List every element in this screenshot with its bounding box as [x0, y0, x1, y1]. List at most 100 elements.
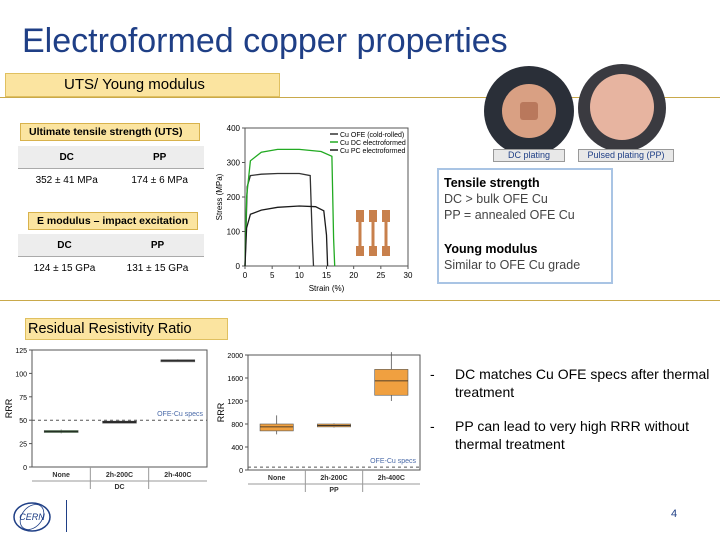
specimen-photo	[358, 222, 362, 246]
specimen-photo	[384, 222, 388, 246]
y-tick-label: 0	[23, 465, 27, 472]
series-line	[244, 148, 336, 267]
bullet-dash: -	[430, 366, 435, 382]
spec-label: OFE-Cu specs	[157, 411, 203, 418]
y-tick-label: 0	[239, 468, 243, 475]
y-tick-label: 1200	[227, 399, 243, 406]
young-title: Young modulus	[444, 242, 538, 256]
y-tick-label: 300	[227, 159, 241, 168]
y-tick-label: 0	[236, 262, 241, 271]
specimen-photo	[371, 222, 375, 246]
slide-title: Electroformed copper properties	[22, 22, 508, 60]
specimen-photo	[382, 210, 390, 222]
y-tick-label: 75	[19, 395, 27, 402]
tensile-line-1: DC > bulk OFE Cu	[444, 192, 548, 206]
conclusion-item: - DC matches Cu OFE specs after thermal …	[430, 365, 710, 401]
page-number: 4	[671, 508, 678, 520]
series-line	[244, 172, 315, 267]
emod-value-dc: 124 ± 15 GPa	[18, 256, 111, 279]
title-divider	[0, 97, 720, 98]
section-divider	[0, 300, 720, 301]
stress-strain-chart: 0 100 200 300 400 0 5 10 15 20 25 30 Strain (%) Stres…	[215, 124, 413, 293]
x-axis-label: Strain (%)	[309, 284, 345, 293]
x-tick-label: 2h-400C	[164, 472, 191, 479]
emod-table-header: E modulus – impact excitation	[28, 212, 198, 230]
box-mark	[102, 420, 137, 424]
emod-col-pp: PP	[111, 234, 204, 257]
rrr-dc-chart: 0 25 50 75 100 125 RRR None 2h-200C 2h-400C DC OFE-…	[4, 348, 208, 491]
y-tick-label: 800	[231, 422, 243, 429]
y-axis-label: Stress (MPa)	[215, 173, 224, 220]
specimen-photo	[356, 210, 364, 222]
x-tick-label: 10	[295, 271, 304, 280]
tensile-title: Tensile strength	[444, 176, 540, 190]
dc-plating-photo	[484, 66, 574, 156]
x-tick-label: 15	[322, 271, 331, 280]
x-tick-label: 2h-200C	[106, 472, 133, 479]
specimen-photo	[356, 246, 364, 256]
x-tick-label: None	[268, 475, 286, 482]
y-tick-label: 1600	[227, 376, 243, 383]
rrr-pp-chart: 0 400 800 1200 1600 2000 RRR None 2h-200C 2h-400C…	[216, 352, 421, 494]
x-tick-label: 5	[270, 271, 275, 280]
specimen-photo	[369, 210, 377, 222]
series-line	[244, 205, 329, 267]
bullet-text: DC matches Cu OFE specs after thermal tr…	[455, 366, 710, 400]
y-axis-label: RRR	[4, 398, 14, 418]
uts-table: DC PP 352 ± 41 MPa 174 ± 6 MPa	[18, 146, 204, 191]
y-tick-label: 400	[227, 124, 241, 133]
legend-entry: Cu DC electroformed	[340, 140, 406, 147]
legend-entry: Cu PC electroformed	[340, 148, 405, 155]
conclusion-item: - PP can lead to very high RRR without t…	[430, 417, 710, 453]
tensile-line-2: PP = annealed OFE Cu	[444, 208, 575, 222]
box-mark	[259, 423, 294, 432]
findings-box: Tensile strength DC > bulk OFE Cu PP = a…	[437, 168, 613, 284]
x-tick-label: None	[52, 472, 70, 479]
logo-divider	[66, 500, 67, 532]
uts-value-pp: 174 ± 6 MPa	[115, 168, 204, 191]
x-tick-label: 2h-200C	[320, 475, 347, 482]
bullet-text: PP can lead to very high RRR without the…	[455, 418, 689, 452]
x-tick-label: 0	[243, 271, 248, 280]
y-tick-label: 125	[15, 348, 27, 355]
cern-logo: CERN	[8, 500, 60, 534]
y-tick-label: 100	[15, 371, 27, 378]
y-tick-label: 50	[19, 418, 27, 425]
plot-frame	[247, 354, 421, 471]
uts-section-label: UTS/ Young modulus	[5, 73, 280, 97]
y-tick-label: 400	[231, 445, 243, 452]
box-mark	[160, 359, 196, 363]
uts-value-dc: 352 ± 41 MPa	[18, 168, 116, 191]
x-tick-label: 2h-400C	[378, 475, 405, 482]
pp-plating-caption: Pulsed plating (PP)	[578, 149, 674, 162]
y-tick-label: 100	[227, 228, 241, 237]
dc-plating-caption: DC plating	[493, 149, 565, 162]
emod-value-pp: 131 ± 15 GPa	[111, 256, 204, 279]
x-tick-label: 25	[376, 271, 385, 280]
uts-table-header: Ultimate tensile strength (UTS)	[20, 123, 200, 141]
svg-text:CERN: CERN	[19, 512, 45, 522]
x-axis-label: PP	[329, 487, 339, 494]
specimen-photo	[382, 246, 390, 256]
plot-frame	[31, 349, 208, 468]
emod-table: DC PP 124 ± 15 GPa 131 ± 15 GPa	[18, 234, 204, 279]
y-tick-label: 2000	[227, 353, 243, 360]
box-mark	[374, 369, 409, 396]
uts-col-pp: PP	[115, 146, 204, 169]
specimen-photo	[369, 246, 377, 256]
uts-col-dc: DC	[18, 146, 116, 169]
legend-entry: Cu OFE (cold-rolled)	[340, 132, 404, 139]
emod-col-dc: DC	[18, 234, 111, 257]
y-tick-label: 25	[19, 442, 27, 449]
spec-label: OFE-Cu specs	[370, 458, 416, 465]
pp-plating-photo	[578, 64, 666, 152]
y-axis-label: RRR	[216, 402, 226, 422]
x-axis-label: DC	[114, 484, 124, 491]
young-line-1: Similar to OFE Cu grade	[444, 258, 581, 272]
x-tick-label: 30	[404, 271, 413, 280]
y-tick-label: 200	[227, 193, 241, 202]
rrr-section-label: Residual Resistivity Ratio	[25, 318, 228, 340]
x-tick-label: 20	[349, 271, 358, 280]
conclusion-list: - DC matches Cu OFE specs after thermal …	[430, 365, 710, 469]
bullet-dash: -	[430, 418, 435, 434]
